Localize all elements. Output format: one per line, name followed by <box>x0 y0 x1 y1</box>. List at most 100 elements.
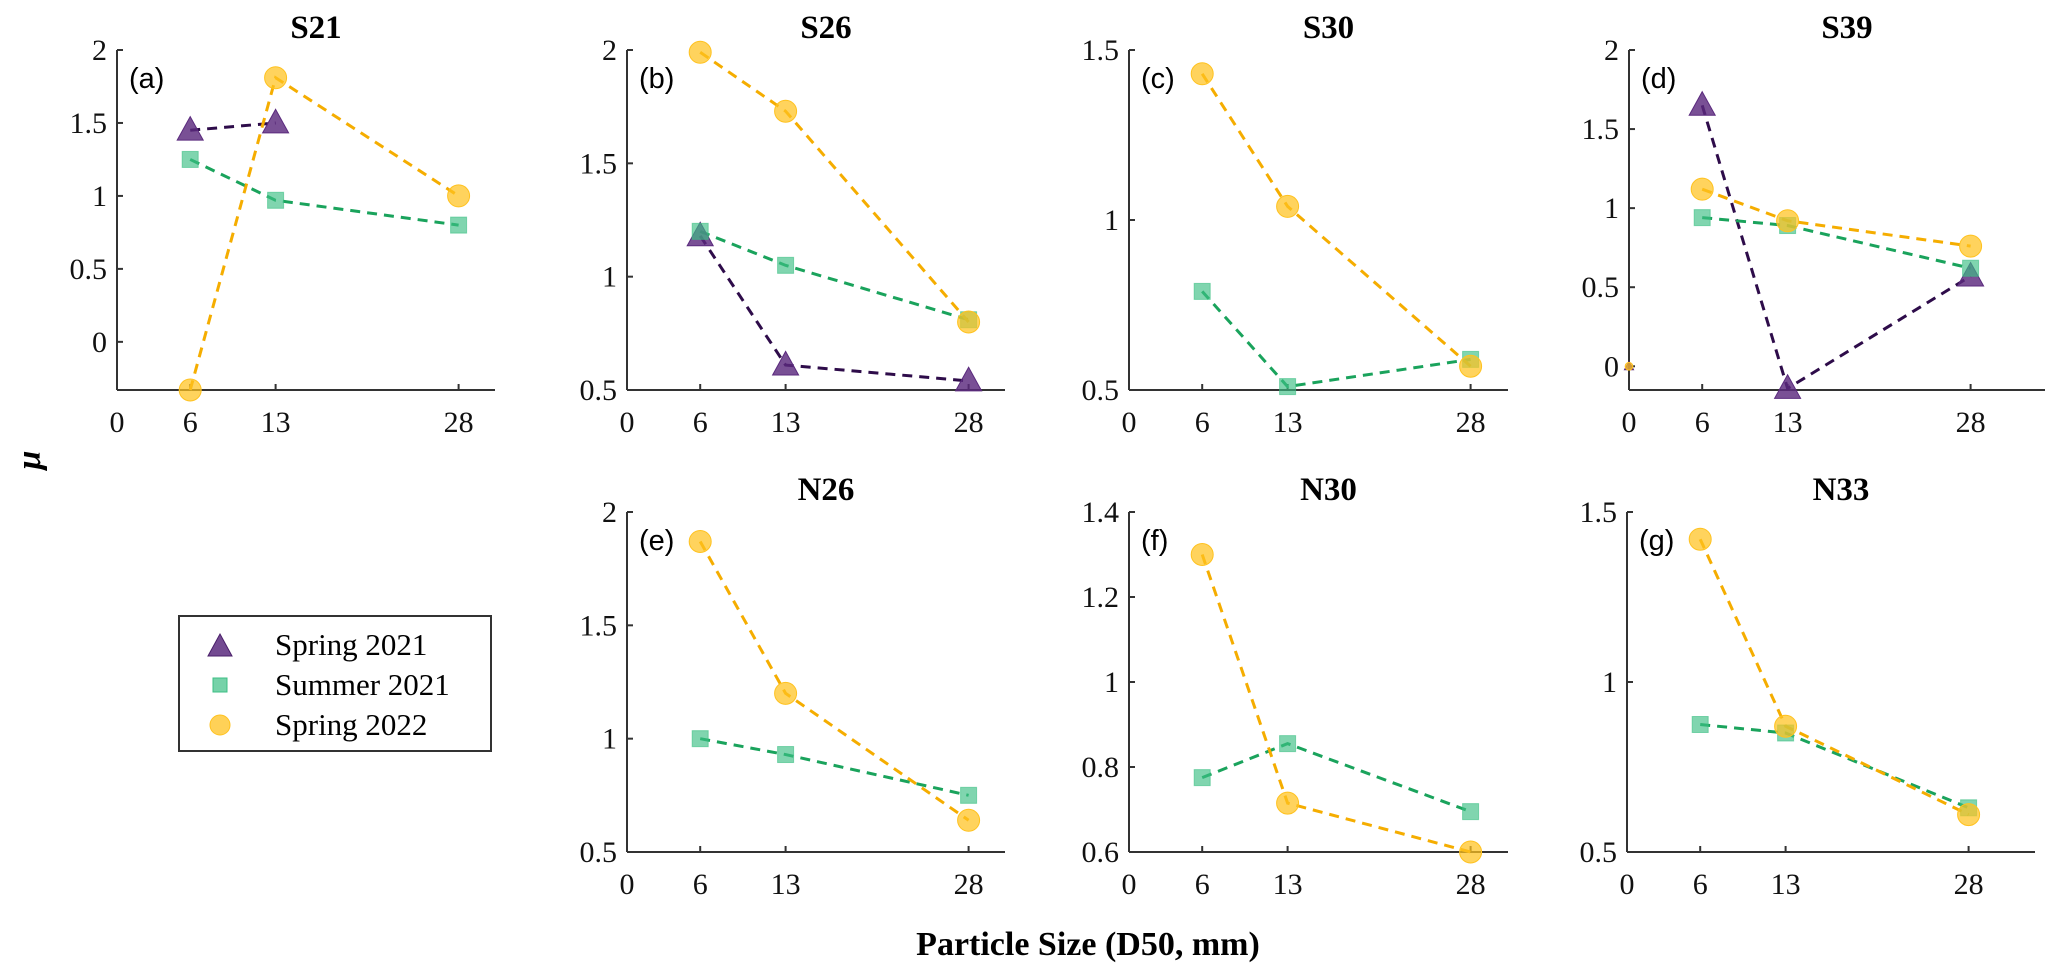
x-tick-label: 0 <box>1620 868 1635 901</box>
square-marker <box>691 222 709 240</box>
panel-title: N33 <box>1813 472 1870 508</box>
y-tick-label: 1.5 <box>1082 34 1120 67</box>
square-marker <box>777 746 795 764</box>
panel-letter: (d) <box>1641 63 1676 95</box>
y-tick-label: 2 <box>602 496 617 529</box>
series-line-spring2021 <box>1700 104 1972 391</box>
panel-letter: (f) <box>1141 525 1168 557</box>
triangle-marker-icon <box>207 632 233 657</box>
y-tick-label: 0.5 <box>70 253 108 286</box>
x-tick-label: 0 <box>1622 406 1637 439</box>
y-tick-label: 0 <box>92 326 107 359</box>
panel-letter: (a) <box>129 63 164 95</box>
triangle-marker <box>1773 373 1802 399</box>
legend-label: Summer 2021 <box>275 667 450 702</box>
x-tick-label: 6 <box>693 406 708 439</box>
legend-label: Spring 2022 <box>275 707 428 742</box>
panel-letter: (b) <box>639 63 674 95</box>
panel-title: N26 <box>798 472 855 508</box>
y-tick-label: 0.5 <box>1582 271 1620 304</box>
y-tick-label: 0.5 <box>580 374 618 407</box>
x-tick-label: 6 <box>1195 406 1210 439</box>
circle-marker <box>1459 354 1483 378</box>
circle-marker <box>957 808 981 832</box>
y-tick-label: 0.5 <box>1580 836 1618 869</box>
y-tick-label: 1 <box>1104 666 1119 699</box>
series-line-summer2021 <box>699 229 970 322</box>
circle-marker <box>1957 803 1981 827</box>
square-marker <box>450 216 468 234</box>
y-tick-label: 1 <box>1604 192 1619 225</box>
circle-marker <box>1688 527 1712 551</box>
y-tick-label: 0.6 <box>1082 836 1120 869</box>
square-marker <box>1193 769 1211 787</box>
triangle-marker <box>261 108 290 134</box>
x-tick-label: 13 <box>1273 868 1303 901</box>
y-tick-label: 1.4 <box>1082 496 1120 529</box>
y-tick-label: 0.5 <box>580 836 618 869</box>
circle-marker <box>1774 714 1798 738</box>
legend: Spring 2021 Summer 2021 Spring 2022 <box>178 615 492 752</box>
y-tick-label: 1 <box>602 261 617 294</box>
y-tick-label: 1 <box>92 180 107 213</box>
square-marker-icon <box>212 677 228 693</box>
square-marker <box>1193 282 1211 300</box>
square-marker <box>1462 803 1480 821</box>
y-tick-label: 2 <box>602 34 617 67</box>
circle-marker <box>1959 234 1983 258</box>
series-line-spring2022 <box>1698 538 1970 816</box>
y-tick-label: 1.5 <box>1582 113 1620 146</box>
x-tick-label: 6 <box>1695 406 1710 439</box>
x-tick-label: 13 <box>1273 406 1303 439</box>
triangle-marker <box>1688 90 1717 116</box>
panel-letter: (g) <box>1639 525 1674 557</box>
panel-letter: (e) <box>639 525 674 557</box>
y-tick-label: 0.5 <box>1082 374 1120 407</box>
series-line-spring2022 <box>188 75 460 391</box>
panel-e: 0.5 1 1.5 2 0 6 13 28 N26 (e) <box>580 472 1005 901</box>
x-tick-label: 28 <box>1956 406 1986 439</box>
panel-c: 0.5 1 1.5 0 6 13 28 S30 (c) <box>1082 10 1508 439</box>
triangle-marker <box>176 115 205 141</box>
panel-g: 0.5 1 1.5 0 6 13 28 N33 (g) <box>1580 472 2035 901</box>
y-tick-label: 1 <box>602 723 617 756</box>
x-tick-label: 6 <box>183 406 198 439</box>
x-tick-label: 13 <box>1773 406 1803 439</box>
x-tick-label: 28 <box>954 406 984 439</box>
x-tick-label: 13 <box>771 868 801 901</box>
square-marker <box>691 730 709 748</box>
y-tick-label: 1 <box>1602 666 1617 699</box>
series-line-spring2022 <box>699 51 970 323</box>
panel-a: 0 0.5 1 1.5 2 0 6 13 28 S21 (a) <box>70 10 495 439</box>
circle-marker <box>688 529 712 553</box>
x-tick-label: 28 <box>444 406 474 439</box>
series-line-spring2022 <box>1200 72 1472 368</box>
square-marker <box>181 150 199 168</box>
y-tick-label: 2 <box>92 34 107 67</box>
x-axis-label: Particle Size (D50, mm) <box>916 926 1260 963</box>
y-tick-label: 0 <box>1604 350 1619 383</box>
panel-f: 0.6 0.8 1 1.2 1.4 0 6 13 28 N30 (f) <box>1082 472 1508 901</box>
triangle-marker <box>954 366 983 392</box>
series-line-spring2022 <box>698 540 970 822</box>
x-tick-label: 28 <box>1954 868 1984 901</box>
series-line-spring2022 <box>1200 554 1471 854</box>
circle-marker-icon <box>209 714 231 736</box>
circle-marker <box>447 184 471 208</box>
y-axis-label: μ <box>11 451 48 472</box>
y-tick-label: 1 <box>1104 204 1119 237</box>
panel-title: S21 <box>290 10 341 46</box>
panel-title: S26 <box>800 10 851 46</box>
series-line-summer2021 <box>699 737 969 797</box>
x-tick-label: 6 <box>1693 868 1708 901</box>
square-marker <box>1279 378 1297 396</box>
x-tick-label: 6 <box>693 868 708 901</box>
square-marker <box>777 256 795 274</box>
circle-marker <box>1624 361 1634 371</box>
circle-marker <box>774 681 798 705</box>
x-tick-label: 13 <box>771 406 801 439</box>
x-tick-label: 0 <box>620 406 635 439</box>
square-marker <box>267 191 285 209</box>
legend-item-summer-2021: Summer 2021 <box>180 665 490 705</box>
